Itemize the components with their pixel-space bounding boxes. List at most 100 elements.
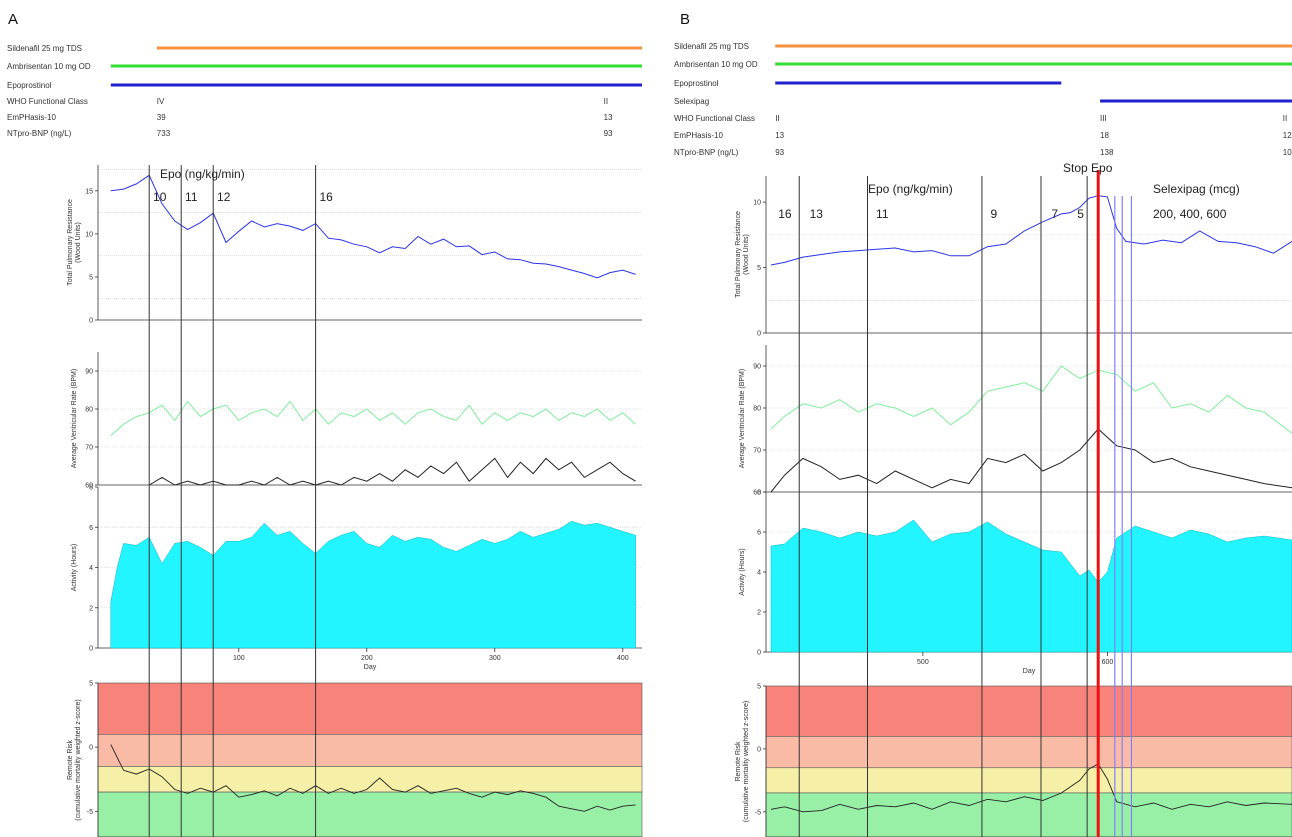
clinical-label-b: NTpro-BNP (ng/L) bbox=[674, 148, 739, 157]
clinical-value-b: 18 bbox=[1100, 131, 1109, 140]
epo-dose-b: 16 bbox=[778, 207, 792, 221]
hr-ytick-label-b: 60 bbox=[753, 490, 761, 497]
hr-ylabel-a: Average Ventricular Rate (BPM) bbox=[71, 369, 78, 468]
x-tick-label-a: 300 bbox=[489, 655, 501, 662]
activity-ylabel-b: Activity (Hours) bbox=[739, 548, 746, 595]
panel-letter-b: B bbox=[680, 11, 690, 28]
activity-ytick-label-a: 0 bbox=[89, 646, 93, 653]
tpr-ylabel-a: Total Pulmonary Resistance(Wood Units) bbox=[67, 199, 82, 286]
hr-ytick-label-b: 70 bbox=[753, 448, 761, 455]
clinical-label-a: EmPHasis-10 bbox=[7, 113, 56, 122]
risk-band-b bbox=[765, 792, 1292, 837]
tpr-ytick-label-a: 10 bbox=[85, 231, 93, 238]
activity-ytick-label-b: 4 bbox=[757, 570, 761, 577]
epo-dose-b: 11 bbox=[876, 207, 889, 221]
clinical-value-b: 93 bbox=[775, 148, 784, 157]
clinical-value-a: 39 bbox=[157, 113, 166, 122]
risk-ytick-label-a: 0 bbox=[89, 745, 93, 752]
risk-ylabel-line-b: Remote Risk bbox=[735, 741, 742, 782]
activity-ytick-label-b: 6 bbox=[757, 530, 761, 537]
tpr-ytick-label-a: 5 bbox=[89, 274, 93, 281]
clinical-value-b: II bbox=[1283, 114, 1287, 123]
therapy-label-b: Epoprostinol bbox=[674, 79, 719, 88]
activity-ylabel-line-b: Activity (Hours) bbox=[739, 548, 746, 595]
hr-series-0-a bbox=[110, 400, 636, 436]
clinical-value-b: 138 bbox=[1100, 148, 1114, 157]
epo-dose-b: 13 bbox=[810, 207, 824, 221]
epo-dose-b: 5 bbox=[1077, 207, 1084, 221]
risk-ytick-label-b: 5 bbox=[757, 684, 761, 691]
therapy-label-b: Sildenafil 25 mg TDS bbox=[674, 42, 749, 51]
panel-letter-a: A bbox=[8, 11, 18, 28]
therapy-label-a: Epoprostinol bbox=[7, 81, 52, 90]
risk-band-b bbox=[765, 767, 1292, 794]
epo-title-b: Epo (ng/kg/min) bbox=[868, 182, 953, 196]
clinical-label-b: WHO Functional Class bbox=[674, 114, 755, 123]
x-tick-label-b: 600 bbox=[1102, 659, 1114, 666]
activity-area-a bbox=[110, 520, 636, 649]
activity-ytick-label-b: 2 bbox=[757, 610, 761, 617]
clinical-value-b: 12 bbox=[1283, 131, 1292, 140]
risk-ylabel-line-b: (cumulative mortality weighted z-score) bbox=[743, 701, 750, 822]
risk-band-a bbox=[97, 791, 643, 837]
hr-ytick-label-a: 60 bbox=[85, 483, 93, 490]
stop-epo-label-b: Stop Epo bbox=[1063, 161, 1113, 175]
tpr-ylabel-b: Total Pulmonary Resistance(Wood Units) bbox=[735, 211, 750, 298]
tpr-line-a bbox=[110, 174, 636, 279]
tpr-ylabel-line-b: (Wood Units) bbox=[743, 234, 750, 275]
risk-ylabel-line-a: (cumulative mortality weighted z-score) bbox=[75, 699, 82, 820]
clinical-value-b: 100 bbox=[1283, 148, 1292, 157]
epo-dose-a: 12 bbox=[217, 190, 231, 204]
hr-series-0-b bbox=[770, 365, 1292, 434]
hr-ylabel-b: Average Ventricular Rate (BPM) bbox=[739, 369, 746, 468]
hr-ytick-label-a: 80 bbox=[85, 407, 93, 414]
activity-ytick-label-b: 0 bbox=[757, 650, 761, 657]
activity-area-b bbox=[770, 519, 1292, 653]
activity-ytick-label-a: 4 bbox=[89, 565, 93, 572]
risk-line-a bbox=[110, 744, 636, 812]
activity-ylabel-a: Activity (Hours) bbox=[71, 544, 78, 591]
activity-ytick-label-a: 2 bbox=[89, 605, 93, 612]
activity-ytick-label-a: 6 bbox=[89, 525, 93, 532]
risk-ytick-label-a: -5 bbox=[87, 809, 93, 816]
activity-ylabel-line-a: Activity (Hours) bbox=[71, 544, 78, 591]
risk-band-b bbox=[765, 736, 1292, 769]
tpr-ytick-label-b: 10 bbox=[753, 200, 761, 207]
epo-title-a: Epo (ng/kg/min) bbox=[160, 167, 245, 181]
x-tick-label-a: 400 bbox=[617, 655, 629, 662]
tpr-ytick-label-a: 15 bbox=[85, 188, 93, 195]
hr-ylabel-line-b: Average Ventricular Rate (BPM) bbox=[739, 369, 746, 468]
activity-ytick-label-b: 8 bbox=[757, 490, 761, 497]
x-axis-label-a: Day bbox=[364, 664, 377, 671]
tpr-ylabel-line-a: Total Pulmonary Resistance bbox=[67, 199, 74, 286]
clinical-value-b: II bbox=[775, 114, 779, 123]
epo-dose-b: 7 bbox=[1051, 207, 1058, 221]
hr-ylabel-line-a: Average Ventricular Rate (BPM) bbox=[71, 369, 78, 468]
risk-ytick-label-a: 5 bbox=[89, 681, 93, 688]
x-tick-label-a: 200 bbox=[361, 655, 373, 662]
x-tick-label-a: 100 bbox=[233, 655, 245, 662]
clinical-value-b: 13 bbox=[775, 131, 784, 140]
clinical-value-a: II bbox=[604, 97, 608, 106]
tpr-line-b bbox=[770, 195, 1292, 266]
tpr-ytick-label-b: 5 bbox=[757, 265, 761, 272]
activity-ytick-label-a: 8 bbox=[89, 485, 93, 492]
epo-dose-a: 11 bbox=[185, 190, 198, 204]
risk-ytick-label-b: -5 bbox=[755, 809, 761, 816]
epo-dose-a: 10 bbox=[153, 190, 167, 204]
x-tick-label-b: 500 bbox=[917, 659, 929, 666]
therapy-label-a: Sildenafil 25 mg TDS bbox=[7, 44, 82, 53]
clinical-label-a: NTpro-BNP (ng/L) bbox=[7, 129, 72, 138]
risk-band-a bbox=[97, 682, 643, 735]
risk-ylabel-b: Remote Risk(cumulative mortality weighte… bbox=[735, 701, 750, 822]
clinical-label-b: EmPHasis-10 bbox=[674, 131, 723, 140]
risk-ytick-label-b: 0 bbox=[757, 746, 761, 753]
epo-dose-b: 9 bbox=[990, 207, 997, 221]
selexipag-title-b: Selexipag (mcg) bbox=[1153, 182, 1240, 196]
risk-ylabel-a: Remote Risk(cumulative mortality weighte… bbox=[67, 699, 82, 820]
therapy-label-b: Selexipag bbox=[674, 97, 709, 106]
tpr-ylabel-line-a: (Wood Units) bbox=[75, 222, 82, 263]
therapy-label-b: Ambrisentan 10 mg OD bbox=[674, 60, 758, 69]
hr-ytick-label-a: 70 bbox=[85, 445, 93, 452]
